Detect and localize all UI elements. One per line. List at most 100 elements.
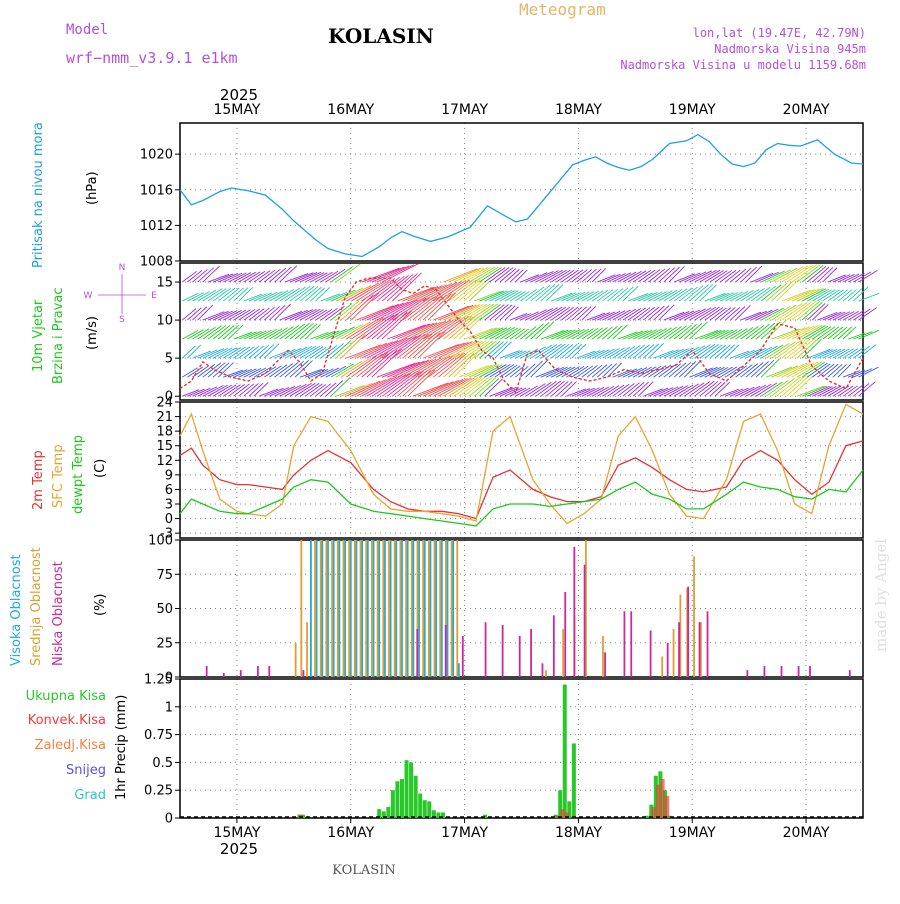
wind-arrow [484, 364, 507, 378]
wind-arrow [525, 272, 548, 283]
wind-arrow [217, 273, 238, 283]
wind-arrow [847, 347, 864, 359]
wind-arrow [381, 299, 418, 321]
wind-arrow [602, 385, 620, 397]
wind-arrow [853, 331, 873, 340]
wind-arrow [847, 288, 863, 302]
wind-arrow [474, 364, 500, 378]
wind-arrow [760, 307, 785, 321]
wind-arrow [801, 325, 826, 340]
wind-arrow [238, 346, 255, 359]
y-tick-label: 3 [165, 498, 173, 513]
wind-arrow [612, 346, 631, 359]
wind-arrow [847, 310, 865, 321]
wind-arrow [233, 287, 249, 302]
wind-arrow [351, 317, 384, 340]
wind-arrow [509, 350, 527, 359]
wind-arrow [310, 287, 325, 302]
wind-arrow [668, 266, 685, 283]
wind-arrow [243, 293, 263, 302]
time-axis-bottom: 15MAY 16MAY 17MAY 18MAY 19MAY 20MAY [213, 818, 830, 841]
total-rain-bar [553, 814, 558, 818]
wind-arrow [627, 293, 649, 302]
wind-arrow [586, 349, 605, 359]
wind-arrow [427, 317, 461, 340]
wind-arrow [458, 267, 488, 283]
pressure-label: Pritisak na nivou mora [31, 122, 46, 268]
wind-arrow [284, 383, 307, 397]
wind-arrow [586, 364, 603, 378]
wind-arrow [351, 379, 387, 397]
wind-arrow [402, 358, 437, 378]
wind-arrow [412, 284, 447, 302]
wind-arrow [745, 287, 765, 302]
wind-arrow [212, 287, 231, 302]
total-rain-bar [390, 790, 395, 818]
panel-frame [179, 401, 864, 539]
wind-arrow [806, 303, 826, 321]
wind-arrow [648, 290, 668, 302]
wind-arrow [689, 321, 708, 340]
wind-arrow [755, 382, 778, 397]
wind-arrow [499, 305, 516, 321]
wind-arrow [494, 289, 516, 302]
wind-arrow [597, 274, 616, 283]
wind-arrow [361, 303, 399, 321]
wind-arrow [228, 309, 247, 321]
wind-arrow [714, 270, 732, 283]
wind-arrow [719, 307, 736, 321]
wind-arrow [535, 284, 556, 302]
y-tick-label: 12 [156, 454, 173, 469]
wind-arrow [781, 302, 808, 321]
wind-arrow [663, 348, 684, 359]
total-rain-bar [386, 806, 391, 818]
model-value: wrf−nmm_v3.9.1 e1km [66, 49, 238, 67]
coords-label: lon,lat (19.47E, 42.79N) [693, 26, 866, 40]
wind-arrow [274, 289, 295, 302]
wind-arrow [504, 350, 523, 359]
wind-arrow [463, 303, 491, 321]
wind-arrow [586, 312, 606, 321]
wind-arrow [842, 289, 857, 302]
precip-panel: 0 0.25 0.5 0.75 1 1.25 [144, 673, 864, 827]
wind-arrow [755, 271, 779, 283]
wind-arrow [484, 304, 505, 321]
wind-arrow [791, 264, 818, 283]
compass-e: E [151, 291, 157, 301]
wind-arrow [258, 344, 275, 359]
wind-arrow [315, 286, 331, 302]
wind-arrow [561, 366, 580, 378]
wind-arrow [602, 288, 619, 302]
wind-arrow [796, 337, 819, 359]
wind-arrow [458, 303, 487, 321]
wind-arrow [264, 387, 284, 397]
wind-arrow [699, 366, 722, 378]
wind-arrow [740, 289, 760, 302]
total-rain-bar [413, 775, 418, 818]
wind-arrow [817, 267, 834, 283]
wind-arrow [448, 267, 481, 283]
wind-arrow [248, 271, 266, 283]
wind-arrow [632, 329, 653, 340]
time-label-bottom: 20MAY [783, 825, 830, 841]
wind-arrow [817, 326, 836, 340]
wind-arrow [463, 340, 490, 359]
wind-arrow [637, 292, 658, 302]
wind-arrow [556, 292, 577, 302]
wind-arrow [407, 369, 436, 397]
wind-arrow [730, 328, 748, 340]
wind-arrow [479, 378, 500, 397]
wind-arrow [771, 341, 796, 359]
wind-arrow [484, 378, 503, 397]
wind-arrow [827, 326, 844, 340]
wind-arrow [689, 307, 712, 321]
wind-arrow [627, 307, 646, 321]
wind-arrow [730, 268, 746, 283]
wind-arrow [786, 338, 811, 359]
wind-arrow [243, 345, 260, 359]
wind-arrow [627, 270, 647, 283]
y-tick-label: 0.75 [144, 728, 173, 743]
wind-arrow [540, 343, 562, 359]
wind-arrow [238, 331, 258, 340]
